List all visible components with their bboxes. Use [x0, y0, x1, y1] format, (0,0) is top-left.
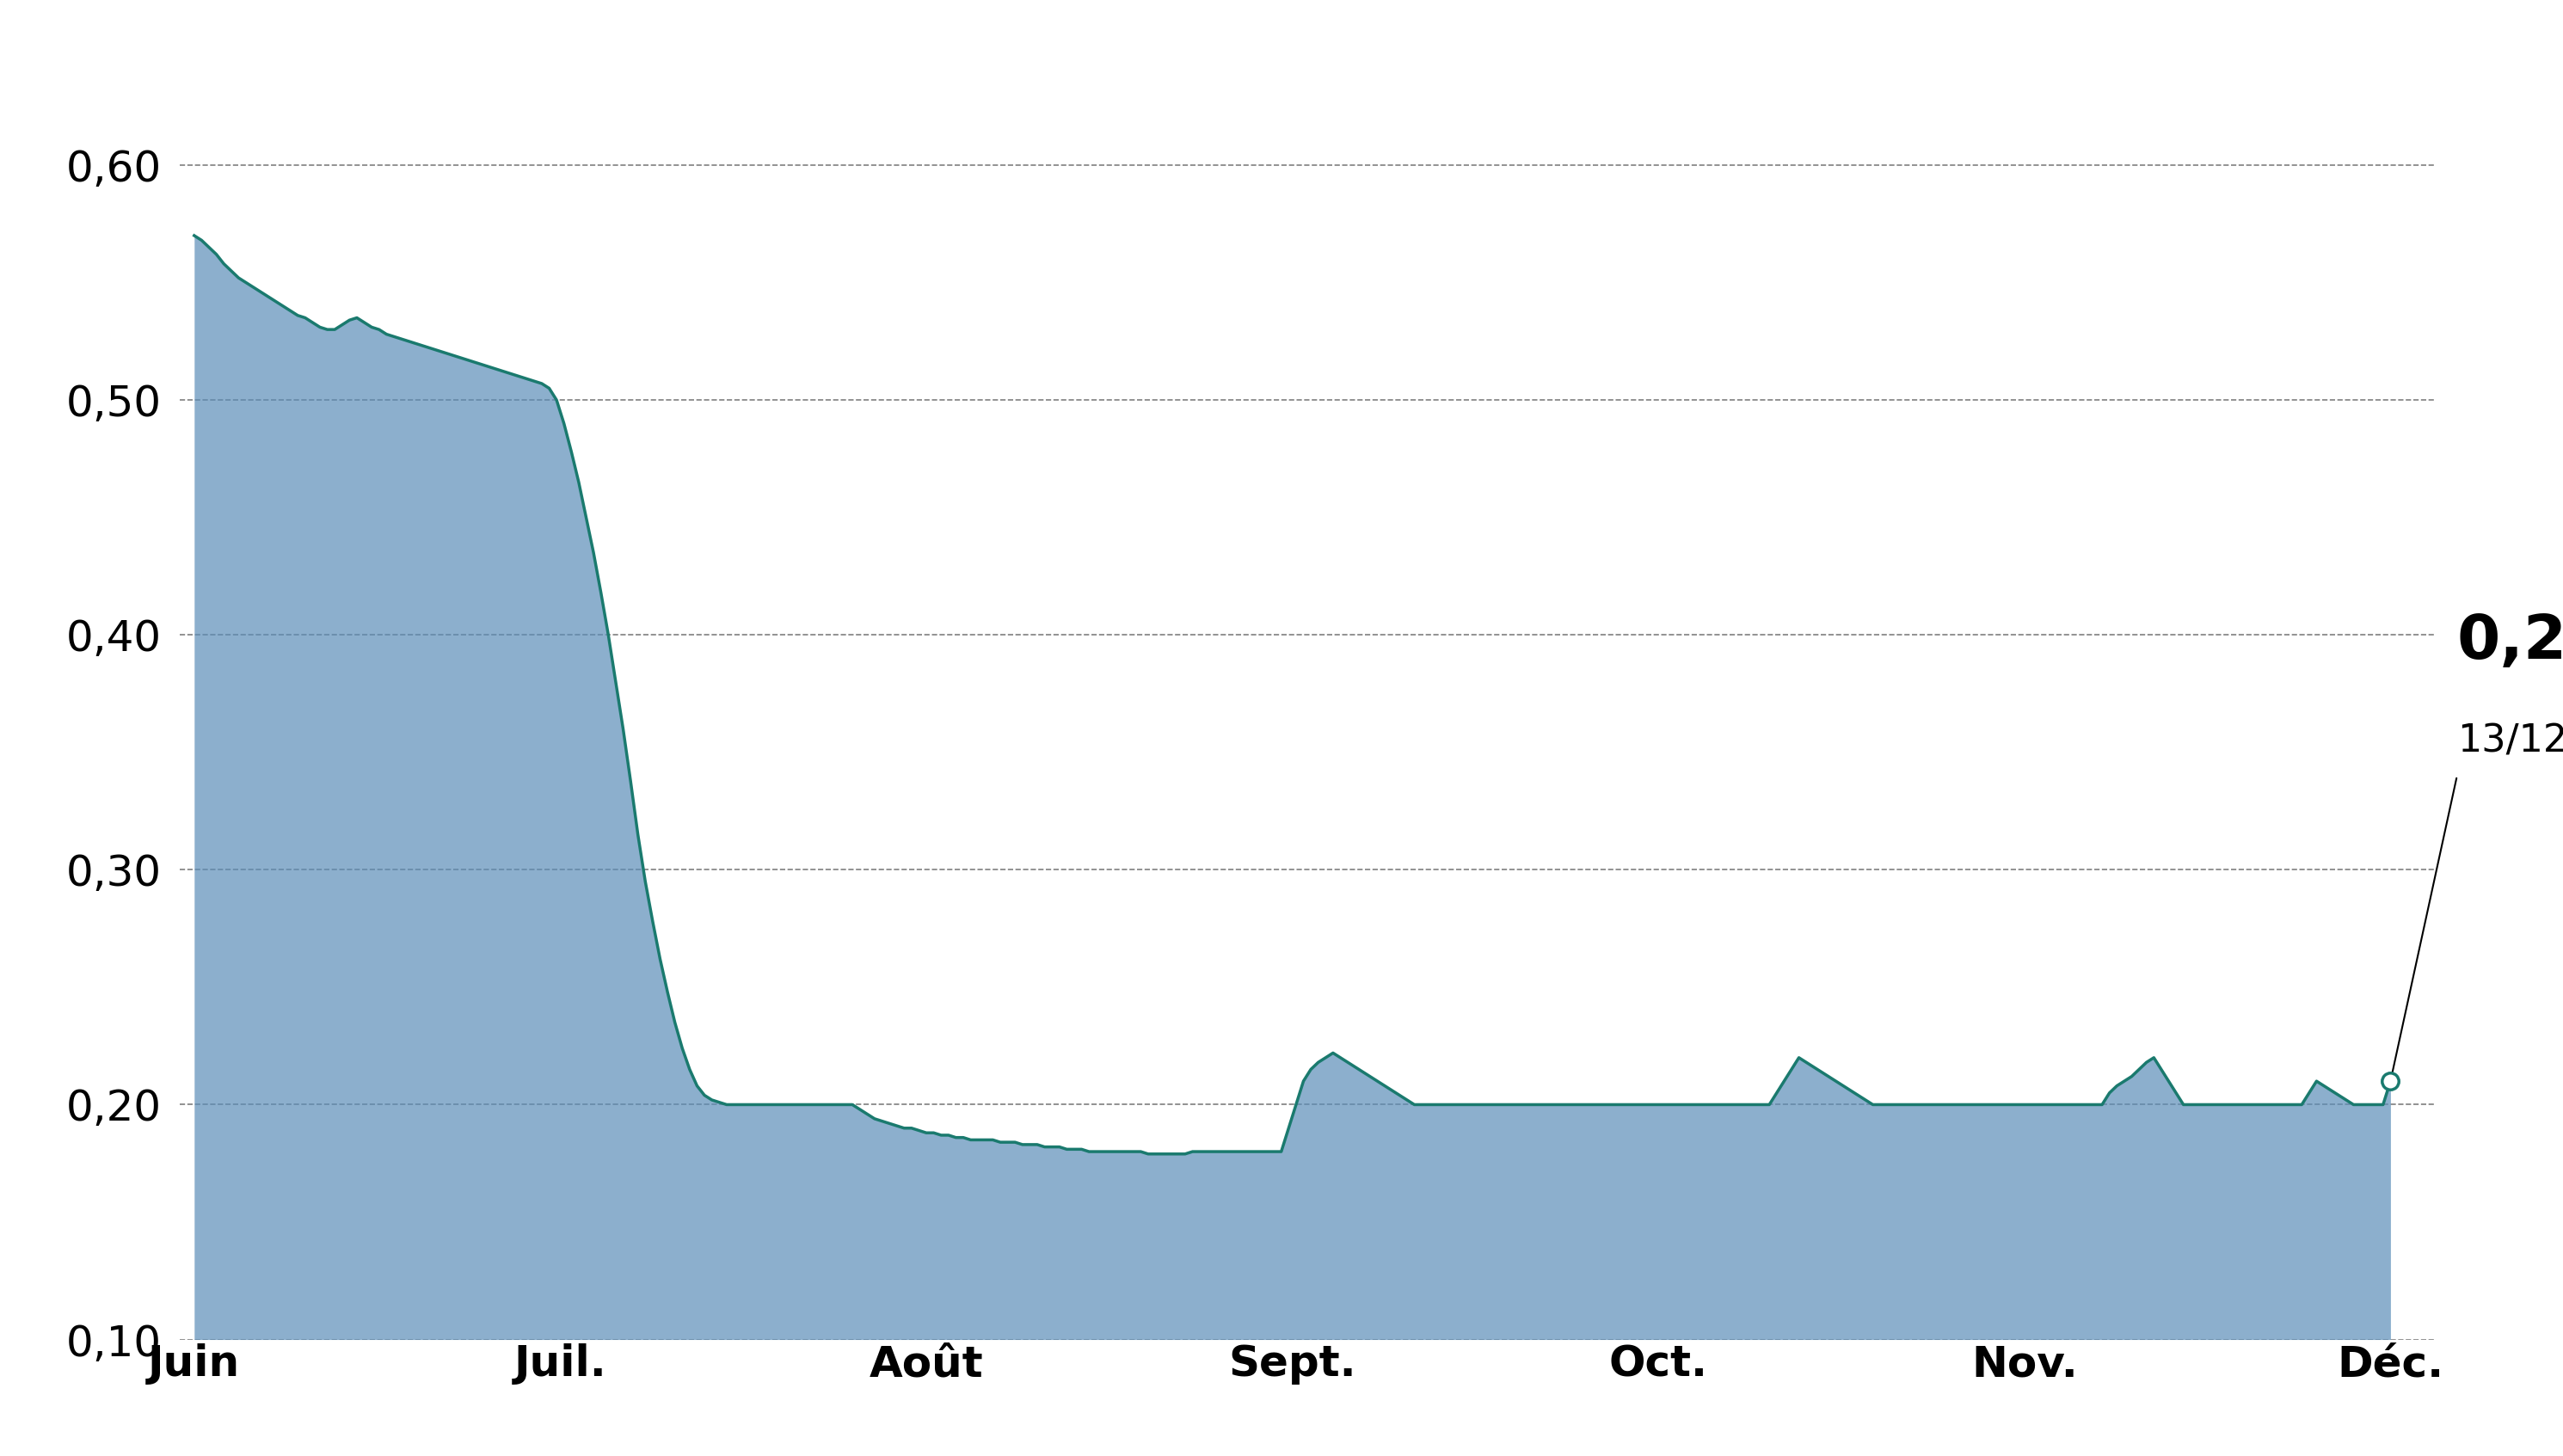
Text: 13/12: 13/12: [2458, 724, 2563, 760]
Text: UNION TECH.INFOR.: UNION TECH.INFOR.: [674, 10, 1889, 114]
Text: 0,21: 0,21: [2458, 612, 2563, 671]
